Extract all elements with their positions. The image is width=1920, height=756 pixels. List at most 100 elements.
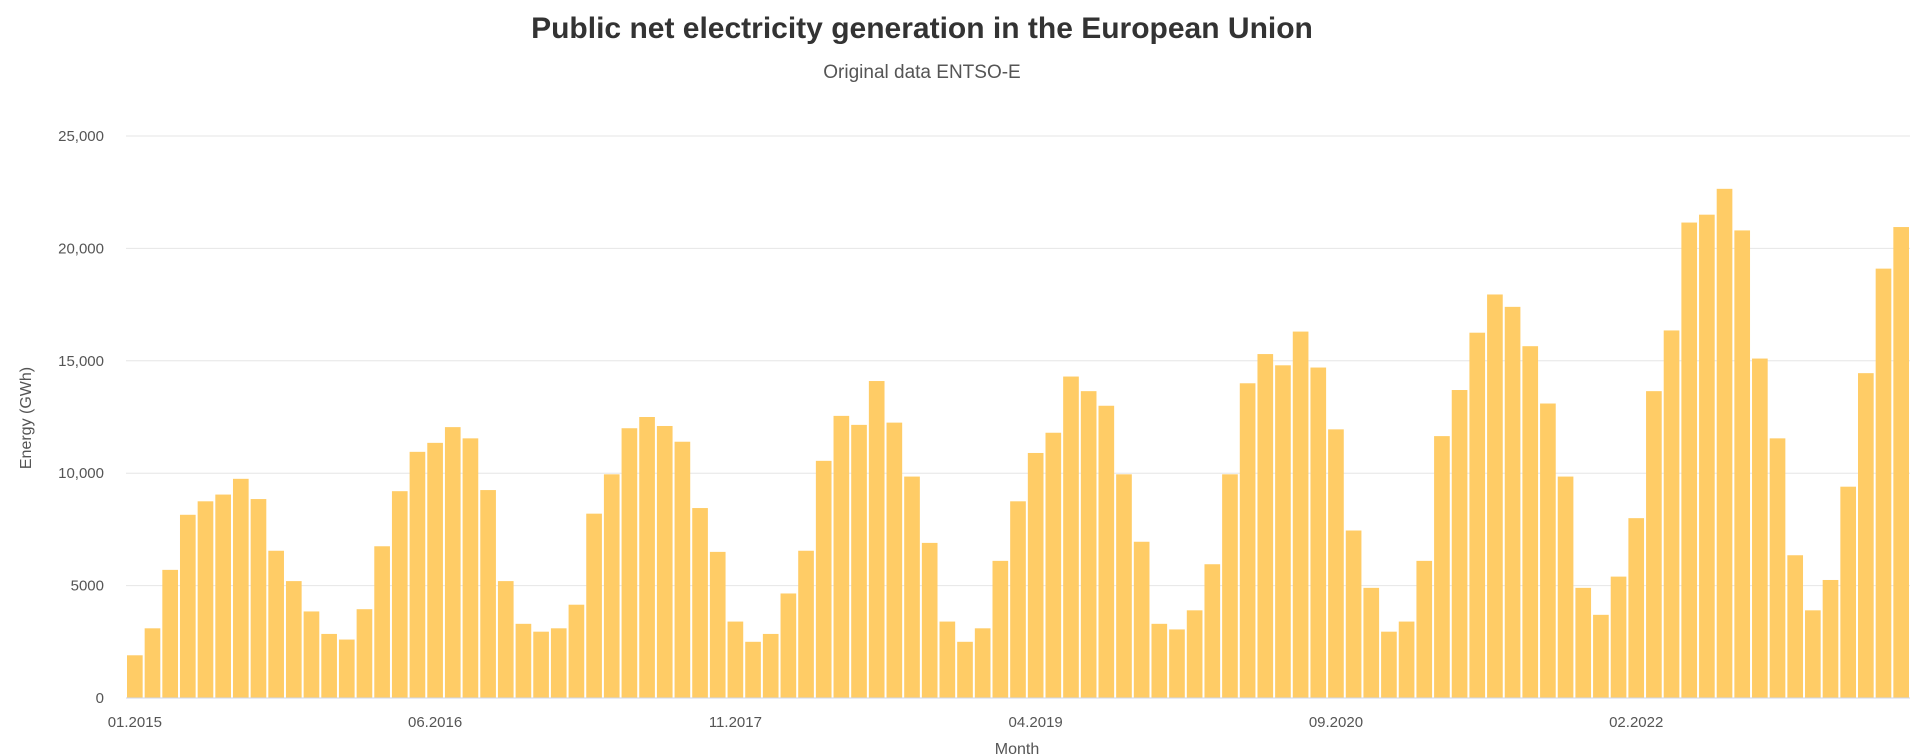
bar[interactable] bbox=[974, 628, 991, 698]
bar[interactable] bbox=[745, 641, 761, 698]
bar[interactable] bbox=[1063, 376, 1079, 698]
bar[interactable] bbox=[1027, 452, 1044, 698]
bar[interactable] bbox=[1151, 623, 1168, 698]
bar[interactable] bbox=[1699, 214, 1715, 698]
bar[interactable] bbox=[250, 499, 267, 698]
bar[interactable] bbox=[1080, 391, 1097, 698]
bar[interactable] bbox=[709, 551, 726, 698]
bar[interactable] bbox=[1663, 330, 1680, 698]
bar[interactable] bbox=[1328, 429, 1344, 698]
bar[interactable] bbox=[1787, 555, 1804, 698]
bar[interactable] bbox=[391, 491, 408, 698]
bar[interactable] bbox=[1257, 354, 1274, 698]
bar[interactable] bbox=[303, 611, 320, 698]
bar[interactable] bbox=[674, 441, 691, 698]
bar[interactable] bbox=[1416, 560, 1433, 698]
bar[interactable] bbox=[851, 424, 867, 698]
bar[interactable] bbox=[480, 490, 496, 698]
bar[interactable] bbox=[127, 655, 143, 698]
bar[interactable] bbox=[1487, 294, 1503, 698]
bar[interactable] bbox=[639, 417, 655, 698]
bar[interactable] bbox=[1451, 390, 1468, 698]
bar[interactable] bbox=[1822, 579, 1839, 698]
bar[interactable] bbox=[162, 569, 178, 698]
bar[interactable] bbox=[1045, 432, 1062, 698]
bar[interactable] bbox=[1752, 358, 1768, 698]
bar[interactable] bbox=[1345, 530, 1362, 698]
bar[interactable] bbox=[1275, 365, 1291, 698]
bar[interactable] bbox=[868, 381, 885, 698]
bar[interactable] bbox=[321, 633, 337, 698]
bar[interactable] bbox=[1522, 346, 1539, 698]
bar[interactable] bbox=[179, 514, 196, 698]
bar[interactable] bbox=[1116, 474, 1132, 698]
bar[interactable] bbox=[1133, 541, 1150, 698]
bar[interactable] bbox=[215, 494, 231, 698]
bar[interactable] bbox=[1681, 222, 1698, 699]
bar[interactable] bbox=[1292, 331, 1309, 698]
bar[interactable] bbox=[197, 501, 214, 698]
bar[interactable] bbox=[1010, 501, 1026, 698]
bar[interactable] bbox=[762, 633, 779, 698]
bar[interactable] bbox=[232, 478, 249, 698]
bar[interactable] bbox=[462, 438, 479, 698]
bar[interactable] bbox=[550, 628, 567, 698]
bar[interactable] bbox=[1840, 486, 1857, 698]
bar[interactable] bbox=[1646, 391, 1662, 698]
bar[interactable] bbox=[780, 593, 797, 698]
bar[interactable] bbox=[1858, 373, 1874, 698]
bar[interactable] bbox=[656, 425, 673, 698]
bar[interactable] bbox=[1469, 332, 1486, 698]
bar[interactable] bbox=[603, 474, 620, 698]
bar[interactable] bbox=[1769, 438, 1786, 698]
bar[interactable] bbox=[1239, 383, 1256, 698]
bar[interactable] bbox=[1169, 629, 1185, 698]
bar[interactable] bbox=[268, 550, 284, 698]
bar[interactable] bbox=[1716, 188, 1733, 698]
bar[interactable] bbox=[1575, 587, 1592, 698]
bar[interactable] bbox=[1186, 610, 1203, 698]
bar[interactable] bbox=[285, 581, 302, 698]
bar[interactable] bbox=[338, 639, 355, 698]
bar[interactable] bbox=[1398, 621, 1415, 698]
bar[interactable] bbox=[497, 581, 514, 698]
bar[interactable] bbox=[1222, 474, 1238, 698]
bar[interactable] bbox=[515, 623, 532, 698]
bar[interactable] bbox=[815, 460, 832, 698]
bar[interactable] bbox=[1204, 564, 1221, 698]
bar[interactable] bbox=[921, 542, 938, 698]
bar[interactable] bbox=[692, 508, 708, 698]
bar[interactable] bbox=[1610, 576, 1627, 698]
bar[interactable] bbox=[992, 560, 1009, 698]
bar[interactable] bbox=[1363, 587, 1380, 698]
bar[interactable] bbox=[1593, 614, 1609, 698]
bar[interactable] bbox=[833, 415, 850, 698]
bar[interactable] bbox=[374, 546, 390, 698]
bar[interactable] bbox=[1805, 610, 1821, 698]
bar[interactable] bbox=[1504, 306, 1521, 698]
bar[interactable] bbox=[727, 621, 744, 698]
bar[interactable] bbox=[1434, 436, 1450, 698]
bar[interactable] bbox=[586, 513, 602, 698]
bar[interactable] bbox=[939, 621, 956, 698]
bar[interactable] bbox=[957, 641, 973, 698]
bar[interactable] bbox=[886, 422, 903, 698]
bar[interactable] bbox=[904, 476, 920, 698]
bar[interactable] bbox=[1734, 230, 1751, 699]
bar[interactable] bbox=[144, 628, 161, 698]
bar[interactable] bbox=[1098, 405, 1115, 698]
bar[interactable] bbox=[621, 428, 638, 698]
bar[interactable] bbox=[427, 442, 443, 698]
bar[interactable] bbox=[1875, 268, 1892, 698]
bar[interactable] bbox=[444, 427, 461, 698]
bar[interactable] bbox=[409, 451, 426, 698]
bar[interactable] bbox=[1381, 631, 1397, 698]
bar[interactable] bbox=[1540, 403, 1556, 698]
bar[interactable] bbox=[356, 609, 373, 698]
bar[interactable] bbox=[1557, 476, 1574, 698]
bar[interactable] bbox=[1628, 518, 1645, 698]
bar[interactable] bbox=[798, 550, 814, 698]
bar[interactable] bbox=[568, 604, 585, 698]
bar[interactable] bbox=[1310, 367, 1327, 698]
bar[interactable] bbox=[1893, 227, 1909, 699]
